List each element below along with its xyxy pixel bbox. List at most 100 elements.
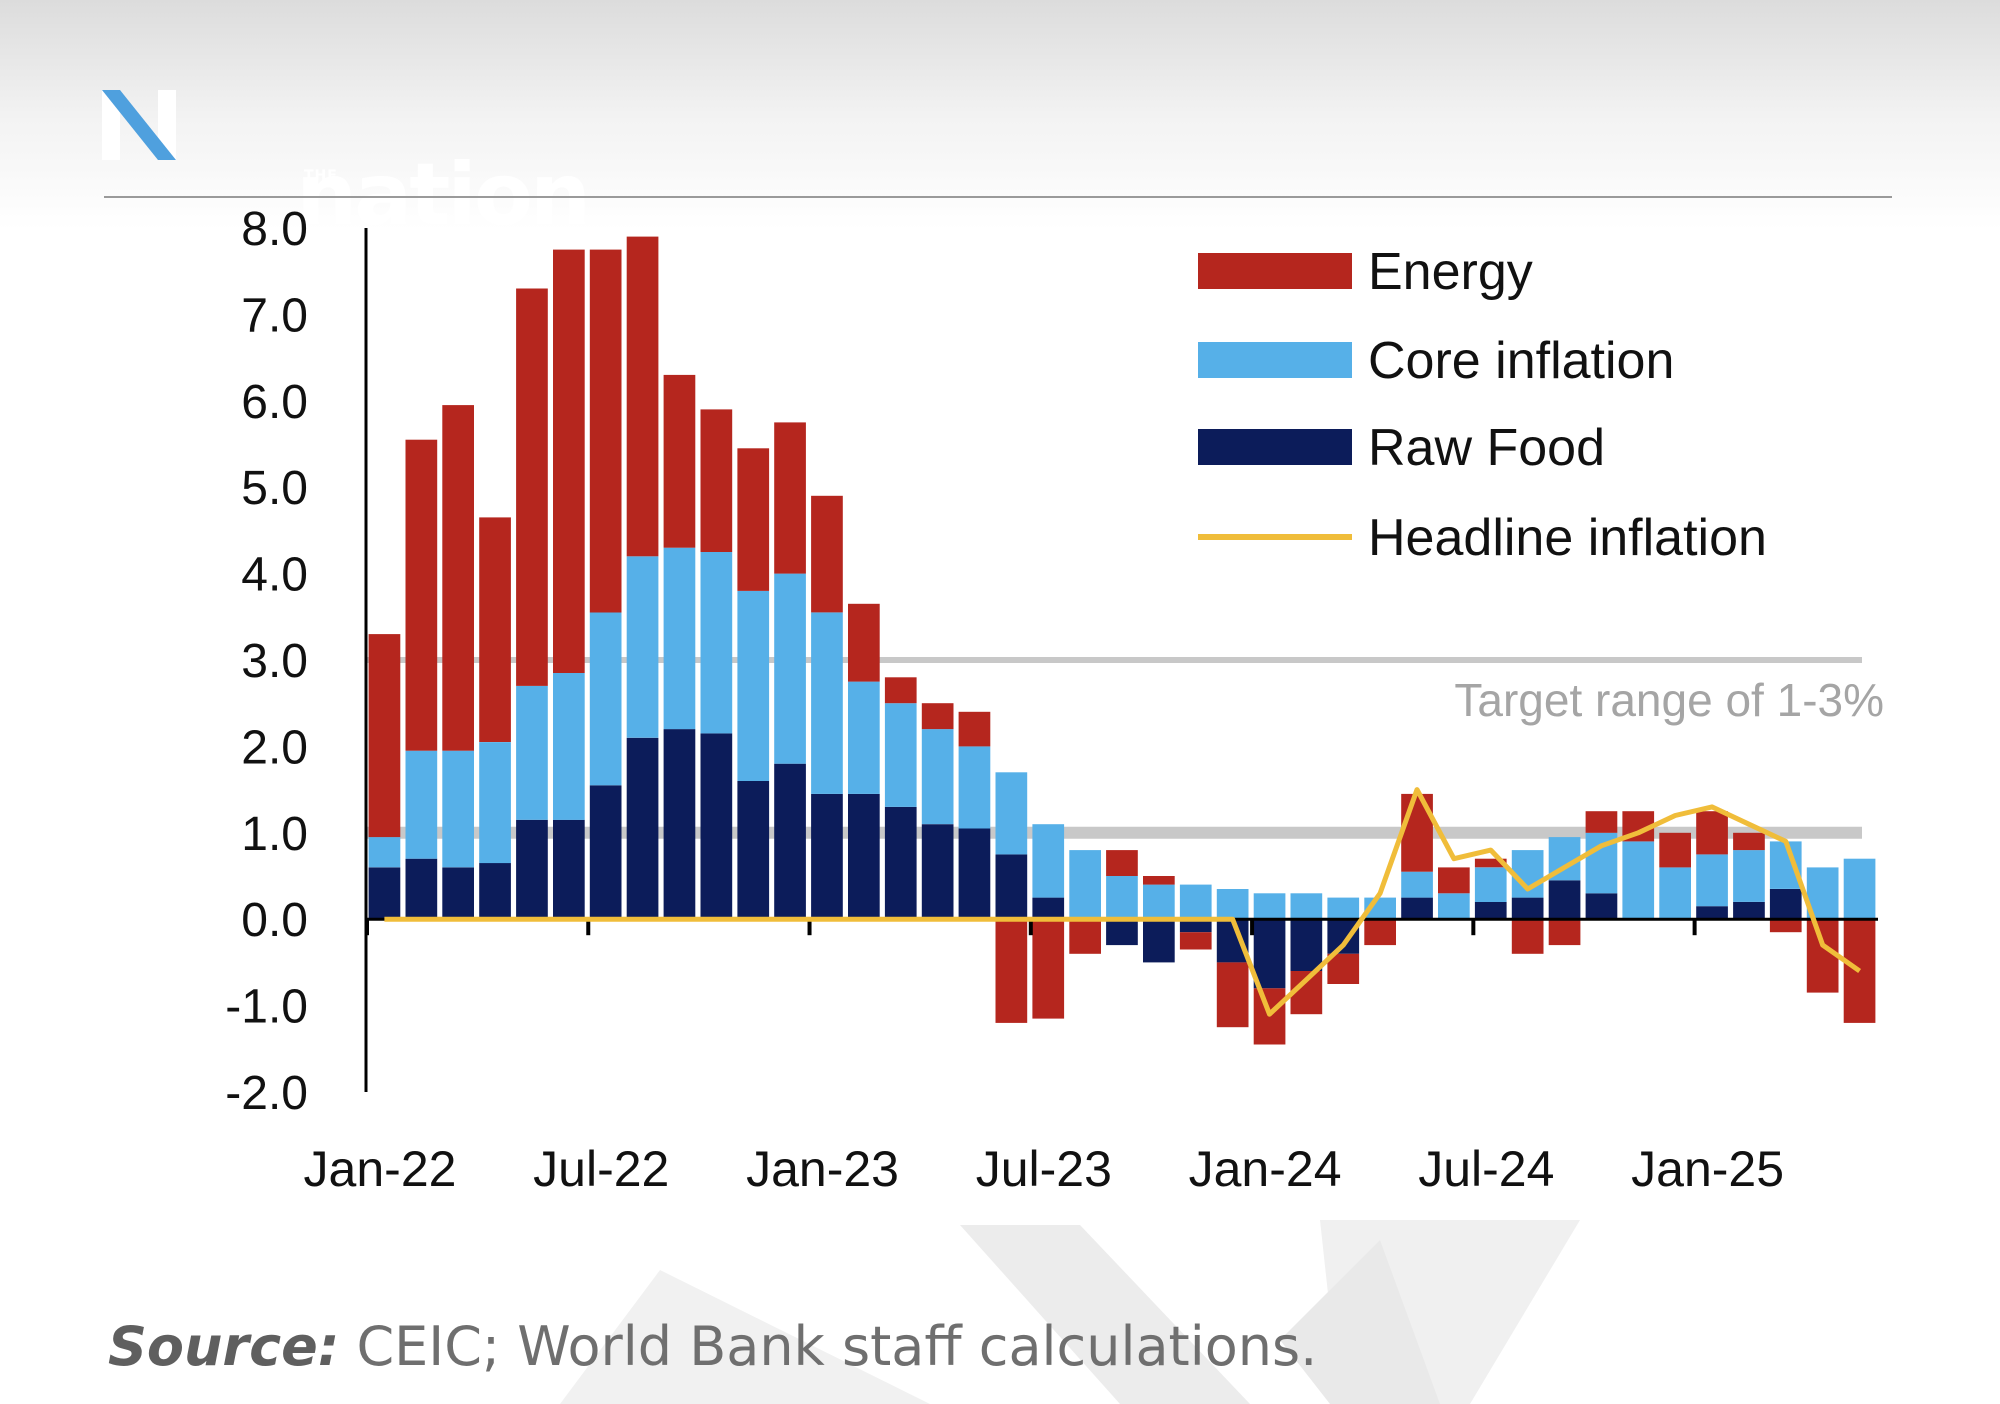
bar-food-jun-22 (553, 819, 585, 920)
x-tick-label: Jan-25 (1631, 1141, 1784, 1197)
bar-food-nov-23 (1179, 919, 1212, 933)
bar-core-nov-23 (1179, 884, 1212, 920)
y-tick-label: 7.0 (241, 289, 308, 342)
bar-energy-feb-22 (405, 439, 438, 751)
bar-energy-aug-24 (1511, 919, 1544, 954)
bar-core-nov-22 (737, 590, 770, 781)
bar-food-feb-25 (1733, 901, 1765, 920)
bar-energy-mar-24 (1327, 953, 1360, 984)
y-tick-label: -1.0 (225, 981, 308, 1034)
x-tick-labels: Jan-22 Jul-22 Jan-23 Jul-23 Jan-24 Jul-24 Jan-… (304, 1141, 1785, 1197)
legend-swatch-food (1198, 429, 1352, 465)
n-logo-icon (102, 90, 176, 160)
bar-energy-may-22 (516, 288, 548, 686)
bar-energy-jan-23 (811, 495, 843, 613)
bar-energy-apr-24 (1364, 919, 1396, 946)
bar-core-jan-24 (1253, 893, 1286, 920)
bar-energy-jul-22 (589, 249, 622, 613)
bar-core-jun-24 (1438, 893, 1470, 920)
bar-core-jul-22 (589, 612, 622, 786)
bar-energy-sep-22 (663, 374, 696, 548)
legend-label: Energy (1368, 243, 1533, 301)
y-tick-label: 1.0 (241, 808, 308, 861)
bar-core-jul-24 (1474, 867, 1507, 902)
bar-energy-mar-22 (442, 405, 474, 751)
bar-energy-jan-25 (1696, 811, 1728, 855)
x-tick-label: Jan-23 (746, 1141, 899, 1197)
x-tick-label: Jul-23 (976, 1141, 1112, 1197)
source-text: CEIC; World Bank staff calculations. (339, 1315, 1318, 1378)
bar-food-sep-23 (1106, 919, 1138, 946)
headline-inflation-line (384, 787, 1862, 1017)
x-tick-label: Jan-24 (1189, 1141, 1342, 1197)
bar-energy-feb-25 (1733, 832, 1765, 851)
bar-energy-oct-24 (1585, 811, 1618, 833)
bar-energy-dec-24 (1659, 832, 1691, 868)
bar-food-aug-24 (1511, 897, 1544, 920)
bar-core-sep-23 (1106, 876, 1138, 920)
bar-core-feb-23 (848, 681, 880, 794)
bar-food-jul-22 (589, 785, 622, 920)
bar-core-dec-23 (1216, 889, 1249, 920)
x-tick-label: Jan-22 (304, 1141, 457, 1197)
bar-energy-apr-25 (1806, 919, 1839, 993)
bar-core-nov-24 (1622, 841, 1655, 920)
bar-food-jan-22 (368, 867, 401, 920)
x-tick-label: Jul-22 (533, 1141, 669, 1197)
legend-swatch-core (1198, 342, 1352, 378)
bar-food-sep-24 (1548, 880, 1581, 920)
bar-food-feb-24 (1290, 919, 1323, 971)
legend-label: Raw Food (1368, 419, 1605, 477)
bar-core-jan-22 (368, 837, 401, 868)
bar-energy-dec-22 (774, 422, 806, 574)
bar-energy-apr-23 (921, 703, 954, 730)
bar-core-may-22 (516, 685, 548, 820)
bar-core-oct-23 (1143, 884, 1175, 920)
legend: Energy Core inflation Raw Food Headline inf… (1198, 243, 1767, 567)
bar-core-jun-22 (553, 673, 585, 820)
bar-energy-nov-22 (737, 448, 770, 591)
x-tick-label: Jul-24 (1418, 1141, 1554, 1197)
bar-food-jan-24 (1253, 919, 1286, 989)
bar-core-feb-22 (405, 750, 438, 859)
bar-food-feb-23 (848, 793, 880, 920)
bar-food-apr-22 (479, 863, 511, 920)
bar-energy-oct-23 (1143, 876, 1175, 885)
legend-label: Headline inflation (1368, 509, 1767, 567)
bar-core-may-23 (958, 746, 991, 829)
bar-core-jul-23 (1032, 824, 1065, 898)
target-range-label: Target range of 1-3% (1454, 674, 1884, 726)
bar-food-nov-22 (737, 781, 770, 920)
bar-core-apr-23 (921, 729, 954, 825)
bar-energy-jun-24 (1438, 867, 1470, 894)
bar-food-feb-22 (405, 858, 438, 920)
bar-food-oct-24 (1585, 893, 1618, 920)
legend-swatch-energy (1198, 253, 1352, 289)
bar-core-aug-22 (626, 556, 659, 738)
bar-energy-apr-22 (479, 517, 511, 742)
bar-food-oct-23 (1143, 919, 1175, 963)
bar-food-may-24 (1401, 897, 1433, 920)
y-tick-label: 4.0 (241, 549, 308, 602)
bar-energy-jun-23 (995, 919, 1028, 1023)
bar-core-mar-22 (442, 750, 474, 868)
bar-core-jan-23 (811, 612, 843, 794)
bar-food-may-23 (958, 828, 991, 920)
logo-small-text: THE (304, 168, 338, 184)
bar-food-jul-23 (1032, 897, 1065, 920)
y-tick-label: 2.0 (241, 721, 308, 774)
bar-food-jun-23 (995, 854, 1028, 920)
bar-energy-aug-22 (626, 236, 659, 557)
bar-core-may-25 (1843, 858, 1876, 920)
bar-food-apr-23 (921, 824, 954, 920)
y-tick-label: 6.0 (241, 376, 308, 429)
bar-food-mar-24 (1327, 919, 1360, 954)
source-label: Source: (108, 1315, 340, 1378)
bar-energy-dec-23 (1216, 962, 1249, 1028)
bar-core-dec-22 (774, 573, 806, 764)
bar-food-dec-22 (774, 763, 806, 920)
bar-food-sep-22 (663, 729, 696, 920)
bar-food-jan-25 (1696, 906, 1728, 920)
bar-energy-mar-25 (1769, 919, 1802, 933)
